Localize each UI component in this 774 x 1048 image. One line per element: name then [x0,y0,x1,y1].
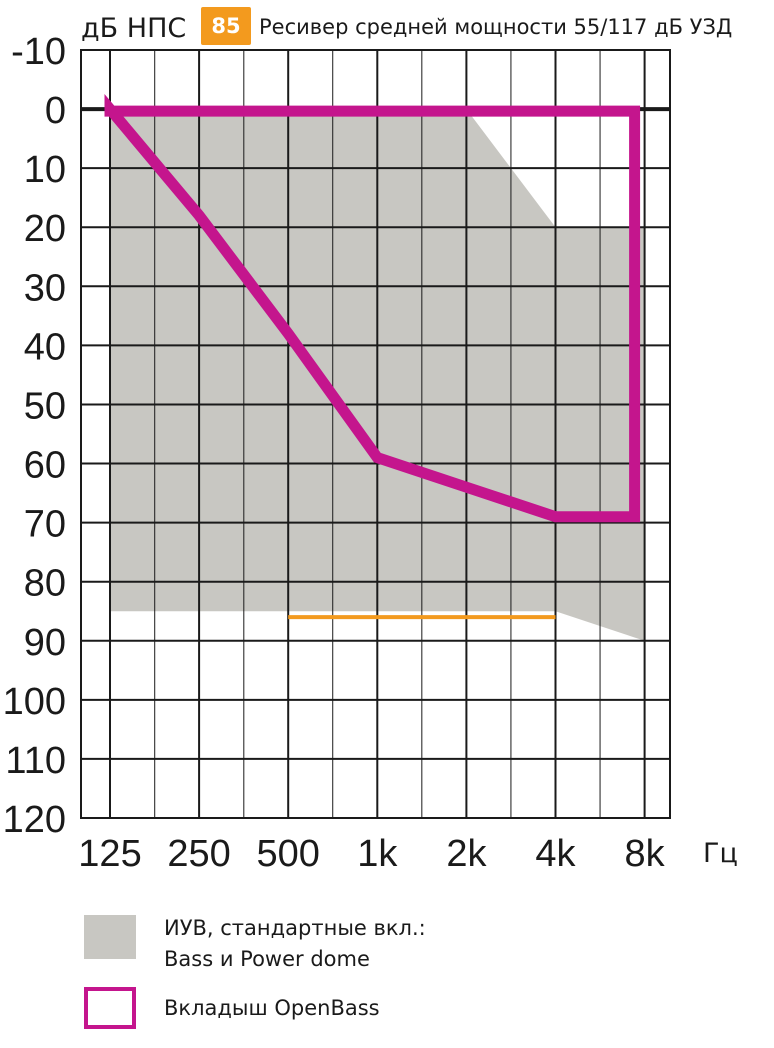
x-tick-label: 250 [167,833,230,875]
y-tick-label: 30 [24,267,66,309]
x-tick-label: 500 [256,833,319,875]
y-tick-label: 10 [24,149,66,191]
y-tick-label: 80 [24,563,66,605]
y-tick-label: -10 [11,31,66,73]
badge-85: 85 [211,14,240,38]
legend-item-openbass: Вкладыш OpenBass [84,987,684,1029]
y-tick-label: 100 [3,681,66,723]
y-tick-label: 90 [24,622,66,664]
legend-swatch-gray [84,915,136,959]
x-axis-unit: Гц [703,838,738,869]
x-tick-label: 2k [446,833,487,875]
series-openbass-outline [104,93,641,523]
legend-item-standard-domes: ИУВ, стандартные вкл.: Bass и Power dome [84,915,684,971]
x-tick-label: 125 [78,833,141,875]
x-tick-label: 4k [535,833,576,875]
y-tick-label: 120 [3,799,66,841]
y-tick-label: 70 [24,504,66,546]
y-tick-label: 50 [24,385,66,427]
x-tick-label: 8k [625,833,666,875]
y-tick-label: 110 [5,740,66,782]
plot-area [80,49,671,819]
tick-labels: -10 0 10 20 30 40 50 60 70 80 90 100 110 120 125 250 500… [3,31,666,875]
legend-label-openbass: Вкладыш OpenBass [164,996,380,1020]
legend-swatch-outline [84,987,136,1029]
x-tick-label: 1k [357,833,398,875]
y-axis-label: дБ НПС [81,13,186,44]
receiver-title: Ресивер средней мощности 55/117 дБ УЗД [259,15,732,39]
y-tick-label: 20 [24,208,66,250]
y-tick-label: 40 [24,326,66,368]
legend-label-standard-domes: ИУВ, стандартные вкл.: Bass и Power dome [164,916,426,971]
y-tick-label: 60 [24,445,66,487]
badge-85-background [201,7,251,45]
y-tick-label: 0 [45,90,66,132]
plot-frame [80,49,671,819]
